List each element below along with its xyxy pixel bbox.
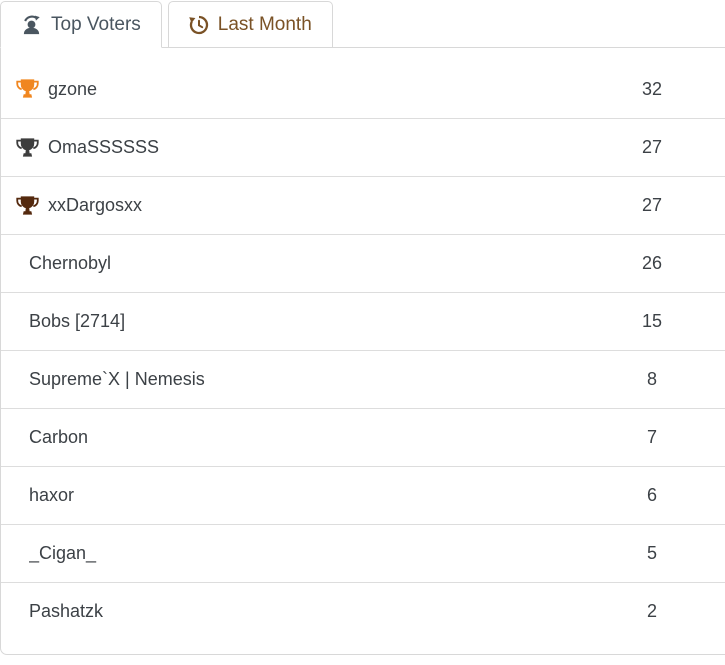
vote-count: 26	[641, 253, 663, 273]
voter-name: xxDargosxx	[48, 195, 143, 215]
table-row: Chernobyl 26	[1, 234, 725, 292]
history-icon	[188, 15, 209, 35]
voters-icon	[21, 15, 42, 35]
voter-name: gzone	[48, 78, 98, 99]
voter-name: Pashatzk	[29, 601, 104, 621]
voter-name: Carbon	[29, 427, 89, 447]
tab-top-voters[interactable]: Top Voters	[0, 1, 162, 48]
vote-count: 8	[646, 369, 657, 389]
vote-count: 32	[641, 78, 663, 99]
vote-count: 5	[646, 543, 657, 563]
voters-list: gzone 32 OmaSSSSSS 27 xxDargosxx 27 Cher…	[1, 60, 725, 640]
silver-trophy-icon	[16, 137, 39, 159]
table-row: Supreme`X | Nemesis 8	[1, 350, 725, 408]
table-row: Carbon 7	[1, 408, 725, 466]
vote-count: 27	[641, 137, 663, 157]
table-row: Bobs [2714] 15	[1, 292, 725, 350]
tab-last-month[interactable]: Last Month	[167, 1, 333, 48]
tab-bar: Top Voters Last Month	[0, 0, 725, 48]
vote-count: 27	[641, 195, 663, 215]
tab-top-voters-label: Top Voters	[51, 13, 141, 35]
table-row: gzone 32	[1, 60, 725, 118]
voter-name: OmaSSSSSS	[48, 137, 160, 157]
table-row: _Cigan_ 5	[1, 524, 725, 582]
voter-name: Chernobyl	[29, 253, 112, 273]
table-row: haxor 6	[1, 466, 725, 524]
vote-count: 15	[641, 311, 663, 331]
voter-name: _Cigan_	[29, 543, 97, 563]
vote-count: 6	[646, 485, 657, 505]
top-voters-panel: gzone 32 OmaSSSSSS 27 xxDargosxx 27 Cher…	[0, 47, 725, 655]
voter-name: Supreme`X | Nemesis	[29, 369, 205, 389]
voter-name: Bobs [2714]	[29, 311, 126, 331]
gold-trophy-icon	[16, 78, 39, 100]
tab-last-month-label: Last Month	[217, 13, 312, 35]
table-row: xxDargosxx 27	[1, 176, 725, 234]
bronze-trophy-icon	[16, 195, 39, 217]
table-row: Pashatzk 2	[1, 582, 725, 640]
vote-count: 7	[646, 427, 657, 447]
vote-count: 2	[646, 601, 657, 621]
table-row: OmaSSSSSS 27	[1, 118, 725, 176]
voter-name: haxor	[29, 485, 75, 505]
